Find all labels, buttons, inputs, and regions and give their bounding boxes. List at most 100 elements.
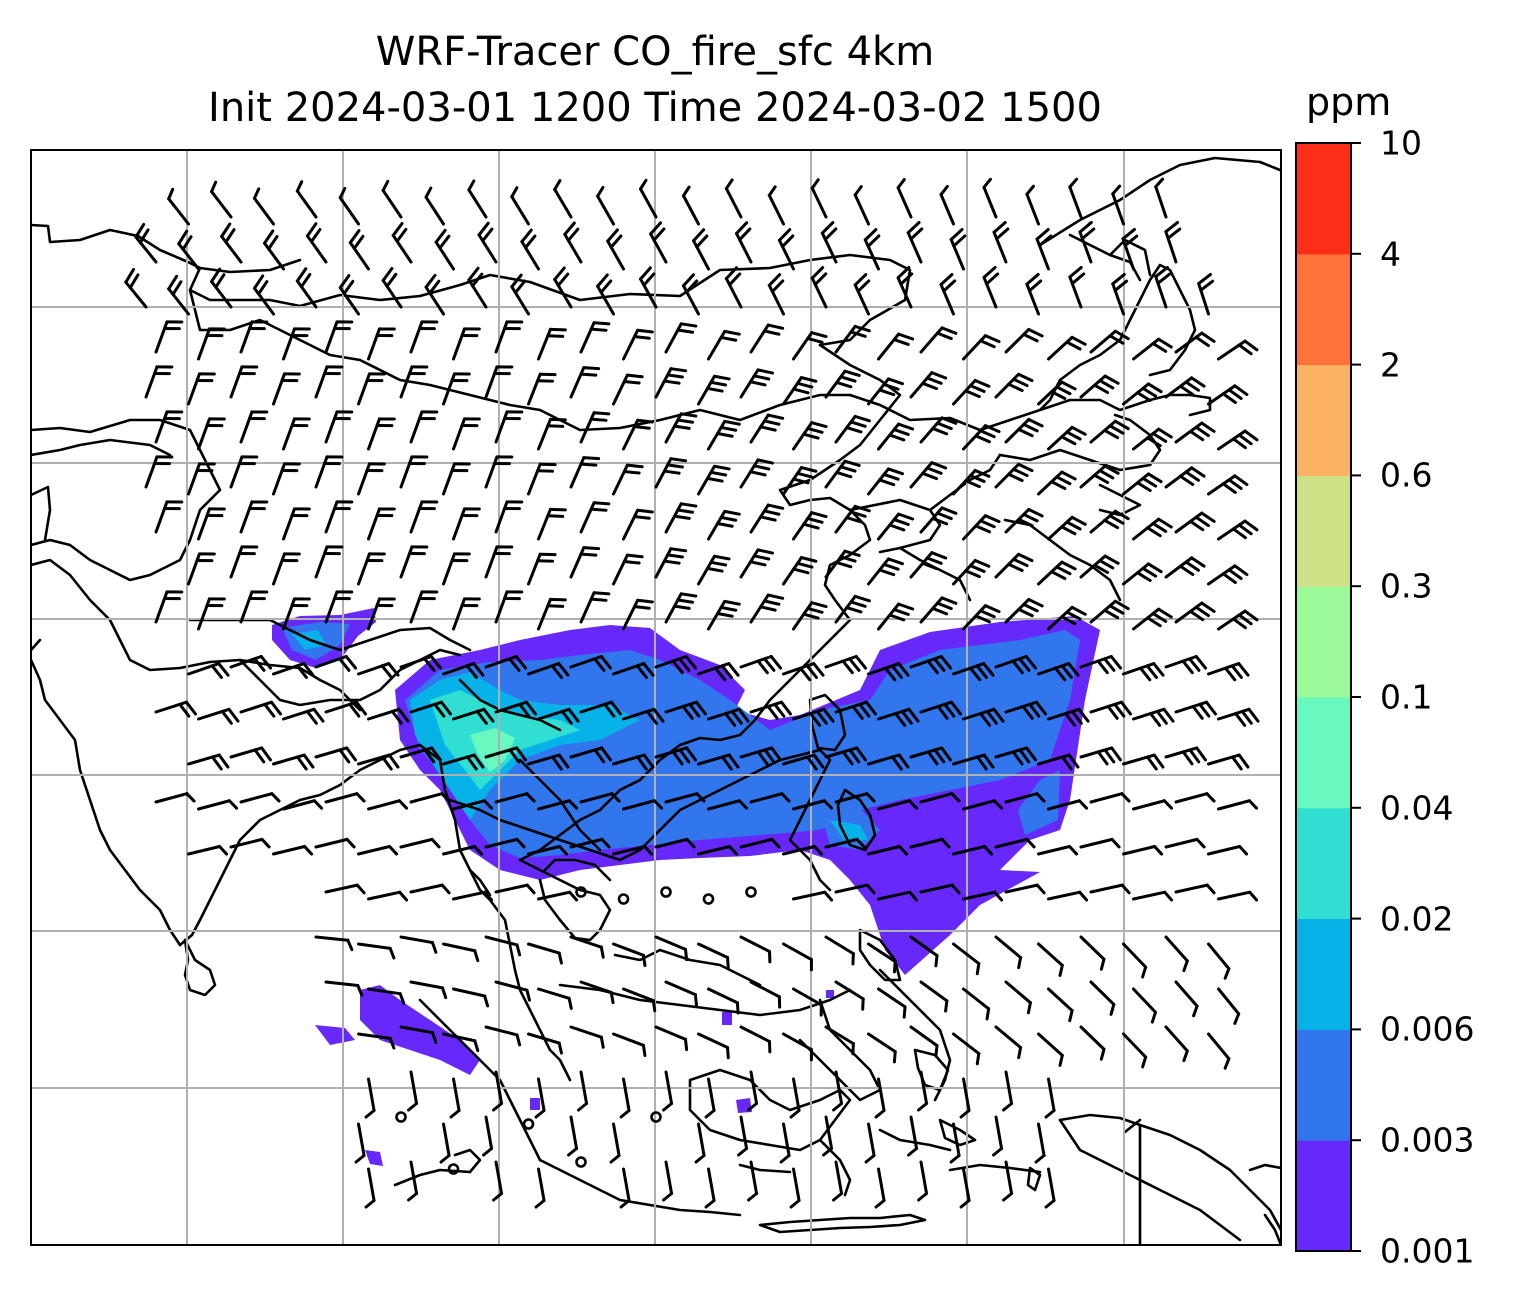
- wind-barb: [843, 459, 861, 467]
- wind-barb: [409, 590, 424, 624]
- wind-barb: [1153, 844, 1164, 856]
- wind-barb: [397, 799, 409, 810]
- wind-barb: [727, 753, 740, 769]
- wind-barb: [779, 1154, 791, 1164]
- wind-barb: [579, 411, 596, 444]
- wind-barb: [892, 1050, 897, 1064]
- wind-barb: [919, 792, 954, 804]
- wind-barb: [834, 414, 857, 444]
- wind-barb: [909, 654, 943, 669]
- wind-barb: [973, 378, 991, 388]
- wind-barb: [1054, 666, 1067, 682]
- wind-barb: [697, 1032, 730, 1049]
- wind-barb: [227, 799, 239, 810]
- wind-barb: [877, 332, 901, 361]
- wind-barb: [1093, 473, 1110, 484]
- wind-barb: [178, 702, 191, 718]
- wind-barb: [220, 222, 232, 239]
- wind-barb: [704, 1199, 716, 1209]
- wind-barb: [357, 1122, 366, 1158]
- colorbar-segment: [1296, 586, 1351, 698]
- wind-barb: [622, 328, 640, 361]
- wind-barb: [792, 421, 814, 451]
- wind-barb: [1093, 383, 1110, 394]
- wind-barb: [1123, 234, 1139, 247]
- wind-barb: [874, 1199, 886, 1209]
- wind-barb: [1156, 272, 1172, 285]
- wind-barb: [853, 324, 871, 333]
- wind-barb: [1205, 792, 1216, 803]
- wind-barb: [424, 285, 445, 316]
- wind-barb: [622, 508, 640, 541]
- wind-barb: [1132, 517, 1161, 541]
- wind-barb: [1195, 746, 1207, 762]
- wind-barb: [719, 425, 738, 432]
- wind-barb: [900, 709, 913, 725]
- wind-barb: [1017, 1045, 1023, 1060]
- wind-barb: [897, 422, 915, 431]
- wind-barb: [494, 410, 509, 444]
- wind-barb: [568, 890, 579, 902]
- wind-barb: [822, 707, 835, 723]
- wind-barb: [636, 418, 654, 424]
- colorbar-segment: [1296, 1140, 1351, 1252]
- wind-barb: [792, 601, 814, 631]
- wind-barb: [342, 279, 355, 295]
- wind-barb: [218, 844, 229, 856]
- wind-barb: [387, 753, 400, 769]
- wind-barb: [556, 272, 570, 287]
- wind-barb: [890, 664, 903, 679]
- wind-barb: [154, 700, 188, 714]
- wind-barb: [569, 456, 586, 489]
- wind-barb: [263, 229, 275, 245]
- wind-barb: [593, 748, 606, 764]
- wind-barb: [1038, 234, 1053, 248]
- wind-barb: [430, 746, 442, 762]
- wind-barb: [579, 700, 613, 714]
- wind-barb: [367, 597, 381, 631]
- wind-barb: [662, 559, 681, 565]
- wind-barb: [409, 980, 444, 990]
- wind-barb: [467, 188, 488, 219]
- wind-barb: [856, 279, 871, 293]
- wind-barb: [723, 509, 741, 516]
- wind-barb: [892, 960, 897, 974]
- wind-barb: [782, 844, 817, 856]
- wind-barb: [642, 753, 655, 769]
- wind-barb: [527, 942, 561, 955]
- wind-barb: [720, 755, 733, 771]
- wind-barb: [867, 467, 890, 496]
- wind-barb: [357, 753, 391, 766]
- wind-barb: [548, 327, 567, 332]
- wind-barb: [1079, 374, 1107, 399]
- wind-barb: [1150, 1010, 1157, 1024]
- wind-barb: [709, 380, 728, 387]
- wind-barb: [1103, 608, 1120, 620]
- wind-barb: [1065, 610, 1082, 621]
- wind-barb: [982, 275, 998, 309]
- wind-barb: [769, 654, 783, 670]
- wind-barb: [525, 988, 531, 1002]
- wind-barb: [1221, 482, 1237, 494]
- wind-barb: [749, 323, 770, 354]
- wind-barb: [381, 266, 394, 282]
- wind-barb: [752, 464, 771, 471]
- wind-barb: [467, 179, 476, 192]
- wind-barb: [673, 424, 691, 430]
- wind-barb: [739, 1025, 771, 1044]
- wind-barb: [739, 458, 760, 489]
- wind-barb: [1004, 980, 1032, 1005]
- wind-barb: [642, 662, 655, 677]
- wind-barb: [515, 943, 522, 957]
- wind-barb: [1141, 566, 1158, 578]
- wind-barb: [799, 556, 818, 563]
- wind-barb: [592, 411, 611, 416]
- wind-barb: [1164, 556, 1194, 579]
- wind-barb: [952, 1122, 961, 1158]
- wind-barb: [1004, 700, 1038, 714]
- wind-barbs: [124, 177, 1260, 1209]
- wind-barb: [641, 1043, 647, 1057]
- wind-barb: [1200, 331, 1216, 343]
- wind-barb: [919, 1070, 929, 1106]
- wind-barb: [567, 707, 580, 723]
